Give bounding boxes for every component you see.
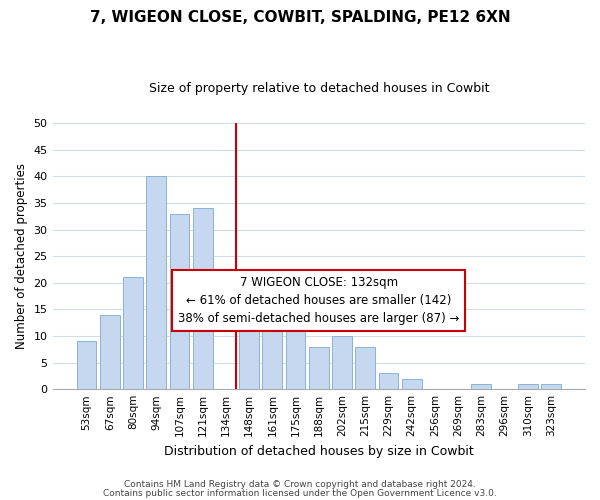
Bar — [541, 384, 561, 389]
Bar — [518, 384, 538, 389]
Bar — [100, 314, 119, 389]
Text: Contains public sector information licensed under the Open Government Licence v3: Contains public sector information licen… — [103, 488, 497, 498]
Text: 7, WIGEON CLOSE, COWBIT, SPALDING, PE12 6XN: 7, WIGEON CLOSE, COWBIT, SPALDING, PE12 … — [89, 10, 511, 25]
Bar — [123, 278, 143, 389]
Bar — [193, 208, 212, 389]
Bar — [77, 342, 97, 389]
Bar — [402, 378, 422, 389]
Bar — [239, 314, 259, 389]
Title: Size of property relative to detached houses in Cowbit: Size of property relative to detached ho… — [149, 82, 489, 96]
Text: 7 WIGEON CLOSE: 132sqm
← 61% of detached houses are smaller (142)
38% of semi-de: 7 WIGEON CLOSE: 132sqm ← 61% of detached… — [178, 276, 460, 325]
Bar — [355, 346, 375, 389]
Bar — [146, 176, 166, 389]
Bar — [472, 384, 491, 389]
Text: Contains HM Land Registry data © Crown copyright and database right 2024.: Contains HM Land Registry data © Crown c… — [124, 480, 476, 489]
X-axis label: Distribution of detached houses by size in Cowbit: Distribution of detached houses by size … — [164, 444, 473, 458]
Bar — [309, 346, 329, 389]
Bar — [262, 304, 282, 389]
Bar — [170, 214, 190, 389]
Bar — [332, 336, 352, 389]
Bar — [379, 373, 398, 389]
Bar — [286, 288, 305, 389]
Y-axis label: Number of detached properties: Number of detached properties — [15, 163, 28, 349]
